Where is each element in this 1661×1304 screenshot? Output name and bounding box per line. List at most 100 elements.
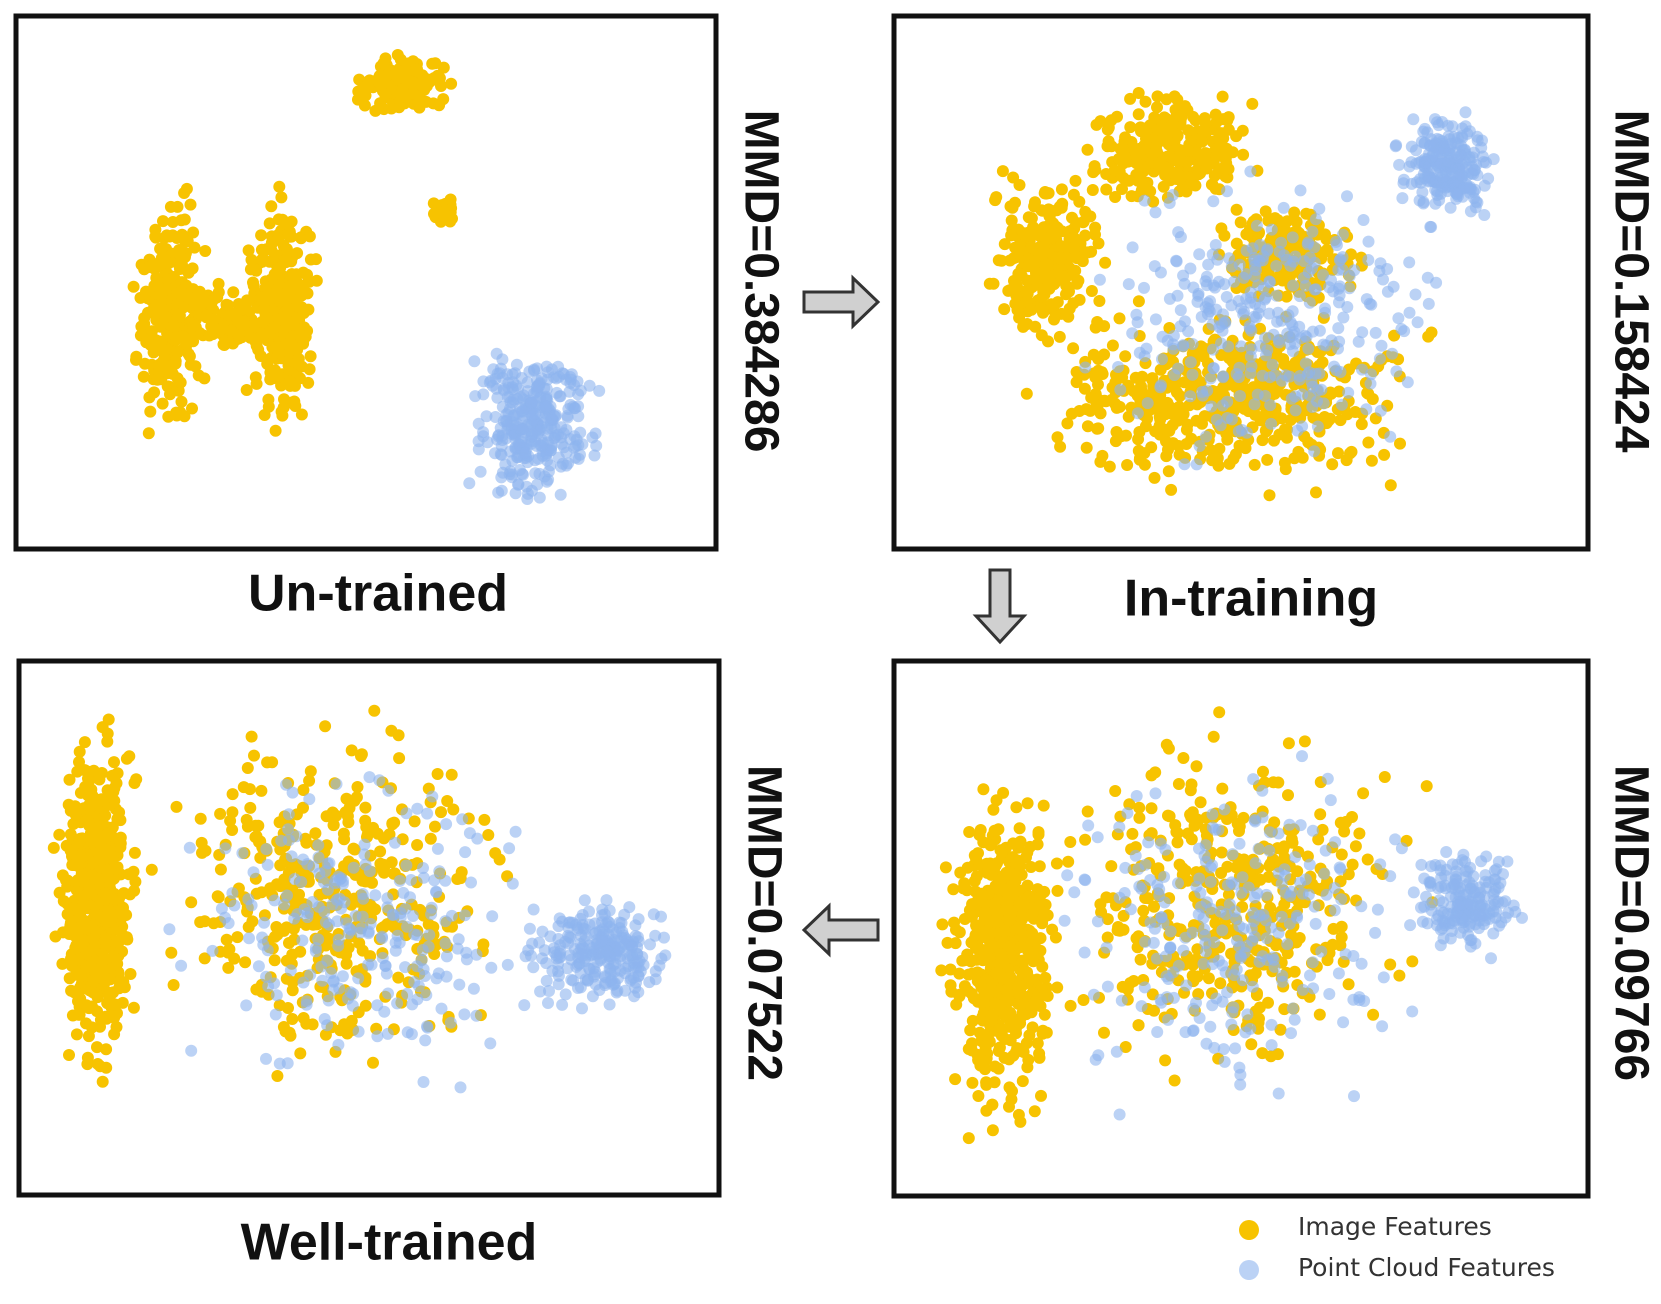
feature-point (444, 193, 457, 206)
feature-point (1420, 780, 1433, 793)
feature-point (77, 875, 90, 888)
feature-point (572, 452, 585, 465)
feature-point (521, 456, 534, 469)
feature-point (501, 958, 514, 971)
feature-point (1029, 196, 1041, 209)
feature-point (1254, 238, 1267, 251)
feature-point (514, 391, 527, 403)
feature-point (200, 309, 213, 322)
feature-point (186, 402, 198, 415)
feature-point (1342, 386, 1355, 399)
feature-point (96, 1075, 109, 1088)
feature-point (1313, 367, 1326, 380)
feature-point (966, 898, 979, 911)
feature-point (248, 749, 260, 762)
feature-point (506, 468, 519, 481)
feature-point (1112, 361, 1125, 373)
feature-point (619, 932, 632, 944)
feature-point (950, 998, 963, 1011)
feature-point (149, 231, 162, 244)
feature-point (300, 995, 313, 1008)
feature-point (453, 978, 466, 991)
feature-point (559, 988, 572, 1001)
feature-point (1244, 165, 1257, 178)
feature-point (1013, 896, 1026, 909)
feature-point (1257, 282, 1270, 294)
feature-point (65, 952, 77, 965)
feature-point (1421, 271, 1434, 284)
feature-point (1210, 413, 1223, 426)
feature-point (447, 803, 460, 816)
feature-point (589, 978, 602, 991)
feature-point (342, 816, 355, 829)
feature-point (1132, 87, 1145, 99)
feature-point (1197, 342, 1210, 354)
feature-point (164, 388, 176, 401)
feature-point (1287, 279, 1300, 292)
feature-point (1263, 489, 1276, 502)
feature-point (1186, 368, 1199, 381)
feature-point (430, 885, 442, 898)
feature-point (376, 862, 389, 875)
feature-point (1149, 425, 1162, 438)
feature-point (1205, 400, 1218, 413)
feature-point (591, 956, 604, 969)
feature-point (1377, 273, 1389, 286)
feature-point (1396, 192, 1409, 205)
feature-point (966, 1014, 979, 1027)
feature-point (1196, 135, 1208, 148)
feature-point (1257, 250, 1270, 263)
feature-point (963, 826, 976, 838)
feature-point (1286, 231, 1299, 244)
feature-point (506, 877, 519, 890)
feature-point (1003, 1081, 1016, 1094)
feature-point (998, 925, 1011, 938)
feature-point (424, 832, 437, 845)
feature-point (1469, 201, 1482, 214)
feature-point (1212, 165, 1225, 178)
feature-point (1303, 296, 1316, 309)
feature-point (352, 972, 365, 985)
feature-point (1000, 984, 1013, 996)
feature-point (417, 871, 430, 884)
feature-point (1002, 913, 1015, 926)
panel (13, 13, 719, 552)
feature-point (114, 906, 127, 919)
feature-point (117, 887, 130, 900)
feature-point (377, 57, 390, 70)
feature-point (253, 331, 266, 344)
feature-point (1386, 347, 1399, 360)
feature-point (275, 191, 288, 204)
feature-point (1081, 246, 1094, 259)
feature-point (538, 470, 551, 483)
feature-point (1463, 154, 1476, 167)
feature-point (1079, 361, 1092, 374)
feature-point (1417, 196, 1430, 209)
feature-point (381, 901, 394, 914)
feature-point (552, 920, 565, 933)
feature-point (381, 1027, 394, 1040)
feature-point (194, 295, 207, 308)
feature-point (1055, 201, 1068, 214)
feature-point (411, 839, 424, 851)
feature-point (169, 357, 182, 370)
feature-point (69, 808, 82, 821)
feature-point (347, 861, 360, 874)
feature-point (1037, 911, 1050, 924)
feature-point (1200, 270, 1213, 283)
feature-point (407, 910, 419, 922)
feature-point (1147, 195, 1160, 208)
feature-point (86, 932, 99, 945)
feature-point (130, 353, 142, 366)
feature-point (561, 411, 574, 424)
feature-point (245, 253, 258, 266)
feature-point (1025, 861, 1037, 873)
feature-point (411, 63, 423, 76)
feature-point (440, 818, 453, 831)
feature-point (1055, 240, 1068, 253)
feature-point (255, 229, 268, 242)
feature-point (1122, 278, 1135, 291)
feature-point (1006, 201, 1019, 214)
feature-point (195, 836, 208, 849)
feature-point (295, 360, 308, 373)
